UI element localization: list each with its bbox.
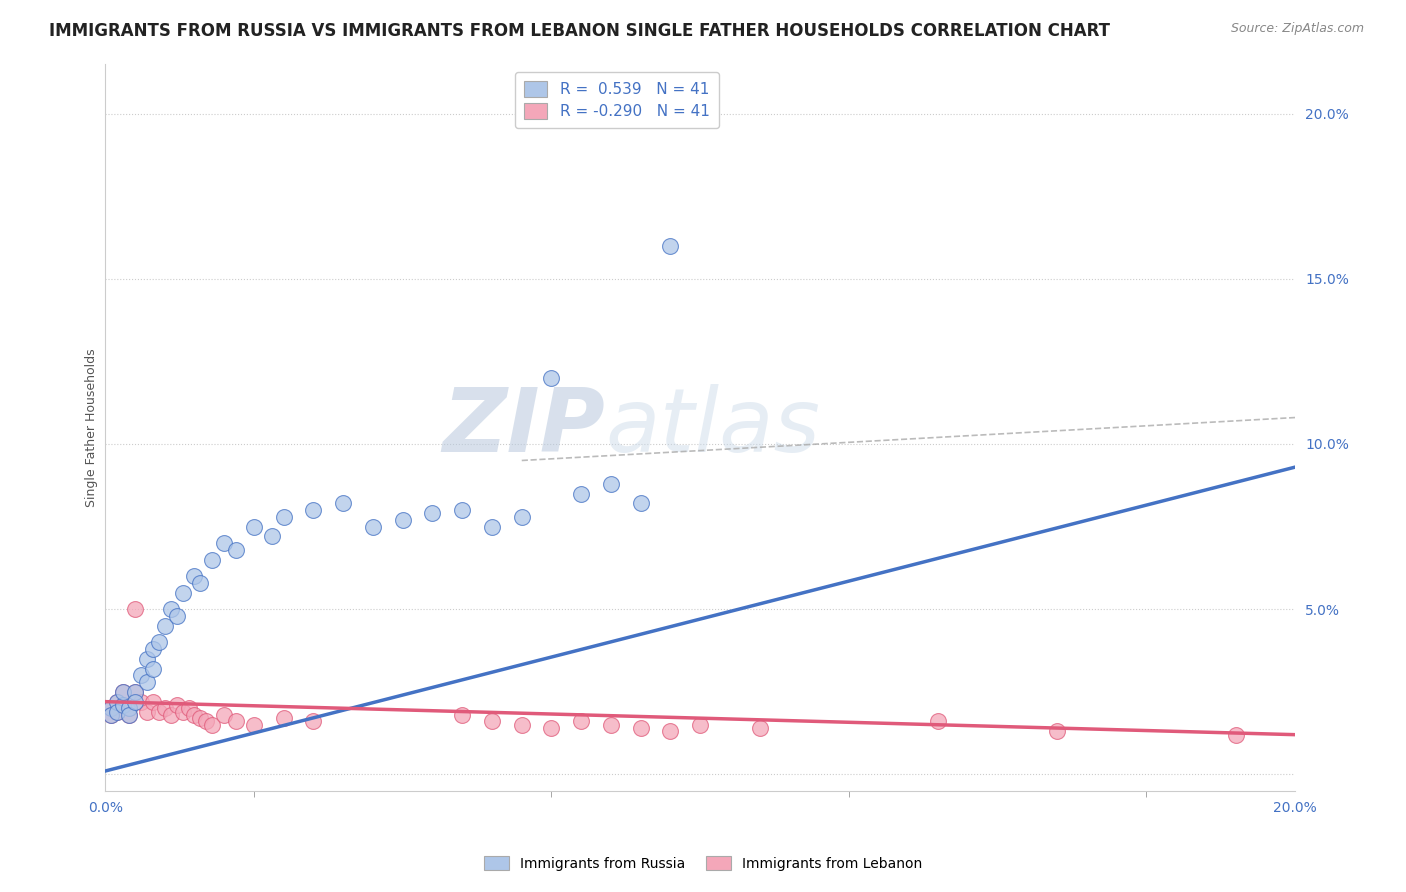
Point [177,701,200,715]
Point [142,695,165,709]
Point [659,724,682,739]
Point [195,714,218,729]
Point [190,575,212,590]
Point [689,718,711,732]
Point [243,718,266,732]
Point [153,618,176,632]
Point [212,536,235,550]
Point [166,698,188,712]
Point [481,714,503,729]
Point [148,635,170,649]
Point [124,684,146,698]
Point [273,711,295,725]
Point [1046,724,1069,739]
Point [243,519,266,533]
Point [201,718,224,732]
Text: atlas: atlas [605,384,820,470]
Point [105,695,128,709]
Point [183,707,205,722]
Point [142,662,165,676]
Point [927,714,949,729]
Point [273,509,295,524]
Point [225,542,247,557]
Point [451,503,474,517]
Point [451,707,474,722]
Point [748,721,770,735]
Point [118,701,141,715]
Point [361,519,384,533]
Point [112,698,135,712]
Point [112,684,135,698]
Point [142,641,165,656]
Point [260,529,283,543]
Y-axis label: Single Father Households: Single Father Households [86,348,98,507]
Point [105,705,128,719]
Point [1225,728,1247,742]
Point [212,707,235,722]
Point [129,695,152,709]
Legend: R =  0.539   N = 41, R = -0.290   N = 41: R = 0.539 N = 41, R = -0.290 N = 41 [515,71,718,128]
Point [540,721,562,735]
Point [105,705,128,719]
Point [100,707,122,722]
Text: Source: ZipAtlas.com: Source: ZipAtlas.com [1230,22,1364,36]
Point [135,705,157,719]
Point [600,476,623,491]
Point [166,608,188,623]
Legend: Immigrants from Russia, Immigrants from Lebanon: Immigrants from Russia, Immigrants from … [478,850,928,876]
Point [153,701,176,715]
Point [569,714,592,729]
Text: ZIP: ZIP [443,384,605,471]
Point [135,651,157,665]
Text: IMMIGRANTS FROM RUSSIA VS IMMIGRANTS FROM LEBANON SINGLE FATHER HOUSEHOLDS CORRE: IMMIGRANTS FROM RUSSIA VS IMMIGRANTS FRO… [49,22,1111,40]
Point [100,701,122,715]
Point [118,701,141,715]
Point [659,239,682,253]
Point [422,506,444,520]
Point [124,602,146,616]
Point [630,496,652,510]
Point [391,513,413,527]
Point [172,585,194,599]
Point [630,721,652,735]
Point [481,519,503,533]
Point [510,509,533,524]
Point [201,552,224,566]
Point [540,371,562,385]
Point [600,718,623,732]
Point [148,705,170,719]
Point [112,684,135,698]
Point [118,707,141,722]
Point [124,695,146,709]
Point [112,698,135,712]
Point [225,714,247,729]
Point [105,695,128,709]
Point [118,707,141,722]
Point [172,705,194,719]
Point [569,486,592,500]
Point [159,602,181,616]
Point [129,668,152,682]
Point [100,707,122,722]
Point [100,701,122,715]
Point [302,714,325,729]
Point [183,569,205,583]
Point [510,718,533,732]
Point [332,496,354,510]
Point [124,684,146,698]
Point [135,674,157,689]
Point [190,711,212,725]
Point [159,707,181,722]
Point [302,503,325,517]
